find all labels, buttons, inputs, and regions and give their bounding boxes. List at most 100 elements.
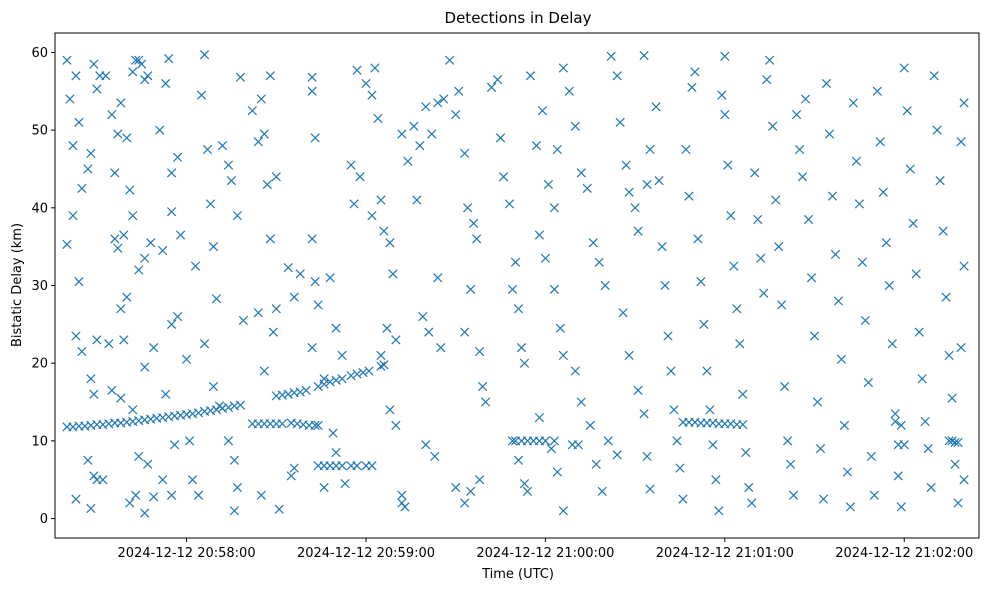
data-point bbox=[101, 71, 111, 81]
data-point bbox=[421, 440, 431, 450]
data-point bbox=[756, 253, 766, 263]
data-point bbox=[893, 471, 903, 481]
data-point bbox=[412, 195, 422, 205]
data-point bbox=[367, 461, 377, 471]
data-point bbox=[391, 420, 401, 430]
data-point bbox=[313, 420, 323, 430]
data-point bbox=[226, 175, 237, 186]
data-point bbox=[140, 74, 150, 85]
data-point bbox=[549, 284, 560, 295]
data-point bbox=[941, 292, 951, 302]
data-point bbox=[839, 420, 850, 430]
data-points bbox=[62, 50, 969, 518]
data-point bbox=[630, 203, 640, 213]
data-point bbox=[690, 67, 700, 77]
data-point bbox=[155, 125, 165, 135]
data-point bbox=[199, 50, 210, 60]
data-point bbox=[379, 360, 389, 370]
data-point bbox=[307, 343, 317, 353]
data-point bbox=[696, 276, 706, 287]
data-point bbox=[397, 129, 407, 139]
data-point bbox=[956, 137, 966, 147]
data-point bbox=[759, 288, 769, 298]
x-tick-label: 2024-12-12 21:01:00 bbox=[656, 546, 794, 561]
data-point bbox=[681, 144, 691, 155]
data-point bbox=[747, 498, 757, 508]
data-point bbox=[196, 90, 207, 100]
data-point bbox=[319, 482, 329, 493]
data-point bbox=[606, 51, 616, 61]
data-point bbox=[382, 323, 392, 333]
data-point bbox=[325, 377, 335, 387]
data-point bbox=[516, 343, 527, 353]
data-point bbox=[872, 86, 882, 96]
data-point bbox=[935, 175, 945, 186]
data-point bbox=[618, 308, 628, 318]
data-point bbox=[818, 494, 829, 504]
data-point bbox=[833, 296, 844, 306]
data-point bbox=[418, 311, 428, 322]
data-point bbox=[259, 129, 269, 139]
data-point bbox=[367, 90, 377, 100]
data-point bbox=[546, 444, 557, 454]
data-point bbox=[376, 195, 386, 205]
data-point bbox=[863, 377, 873, 388]
data-point bbox=[238, 315, 249, 326]
data-point bbox=[346, 370, 356, 381]
data-point bbox=[890, 416, 900, 427]
x-tick-label: 2024-12-12 21:02:00 bbox=[835, 546, 973, 561]
y-tick-label: 50 bbox=[31, 124, 48, 139]
data-point bbox=[519, 358, 530, 368]
data-point bbox=[337, 461, 347, 471]
data-point bbox=[86, 503, 96, 514]
data-point bbox=[313, 381, 323, 392]
data-point bbox=[403, 156, 413, 166]
data-point bbox=[947, 393, 957, 403]
data-point bbox=[950, 459, 960, 469]
data-point bbox=[486, 82, 497, 93]
data-point bbox=[887, 339, 897, 349]
data-point bbox=[116, 393, 126, 403]
y-tick-label: 30 bbox=[31, 279, 48, 294]
data-point bbox=[283, 263, 293, 273]
data-point bbox=[848, 98, 859, 108]
data-point bbox=[143, 459, 153, 469]
data-point bbox=[953, 498, 963, 508]
data-point bbox=[169, 440, 180, 450]
data-point bbox=[379, 226, 389, 236]
data-point bbox=[923, 444, 933, 454]
data-point bbox=[660, 280, 670, 291]
data-point bbox=[857, 257, 868, 267]
data-point bbox=[340, 478, 350, 489]
data-point bbox=[208, 381, 219, 392]
data-point bbox=[229, 455, 240, 465]
data-point bbox=[172, 311, 183, 322]
data-point bbox=[564, 86, 574, 96]
data-point bbox=[851, 156, 862, 166]
data-point bbox=[217, 141, 228, 151]
data-point bbox=[253, 308, 263, 318]
data-point bbox=[166, 207, 177, 217]
plot-area-frame bbox=[54, 32, 980, 539]
data-point bbox=[445, 55, 455, 65]
data-point bbox=[409, 121, 419, 131]
data-point bbox=[633, 226, 643, 236]
data-point bbox=[836, 354, 847, 364]
data-point bbox=[460, 148, 470, 159]
data-point bbox=[812, 397, 823, 407]
data-point bbox=[89, 471, 99, 481]
data-point bbox=[140, 508, 150, 518]
data-point bbox=[349, 199, 359, 209]
data-point bbox=[253, 137, 263, 147]
data-point bbox=[122, 292, 132, 302]
data-point bbox=[289, 463, 299, 473]
data-point bbox=[938, 226, 948, 236]
data-point bbox=[953, 437, 963, 448]
data-point bbox=[62, 239, 72, 249]
data-point bbox=[824, 129, 835, 139]
data-point bbox=[905, 164, 915, 174]
data-point bbox=[687, 82, 697, 93]
data-point bbox=[235, 400, 246, 410]
data-point bbox=[391, 335, 401, 345]
data-point bbox=[788, 490, 799, 500]
